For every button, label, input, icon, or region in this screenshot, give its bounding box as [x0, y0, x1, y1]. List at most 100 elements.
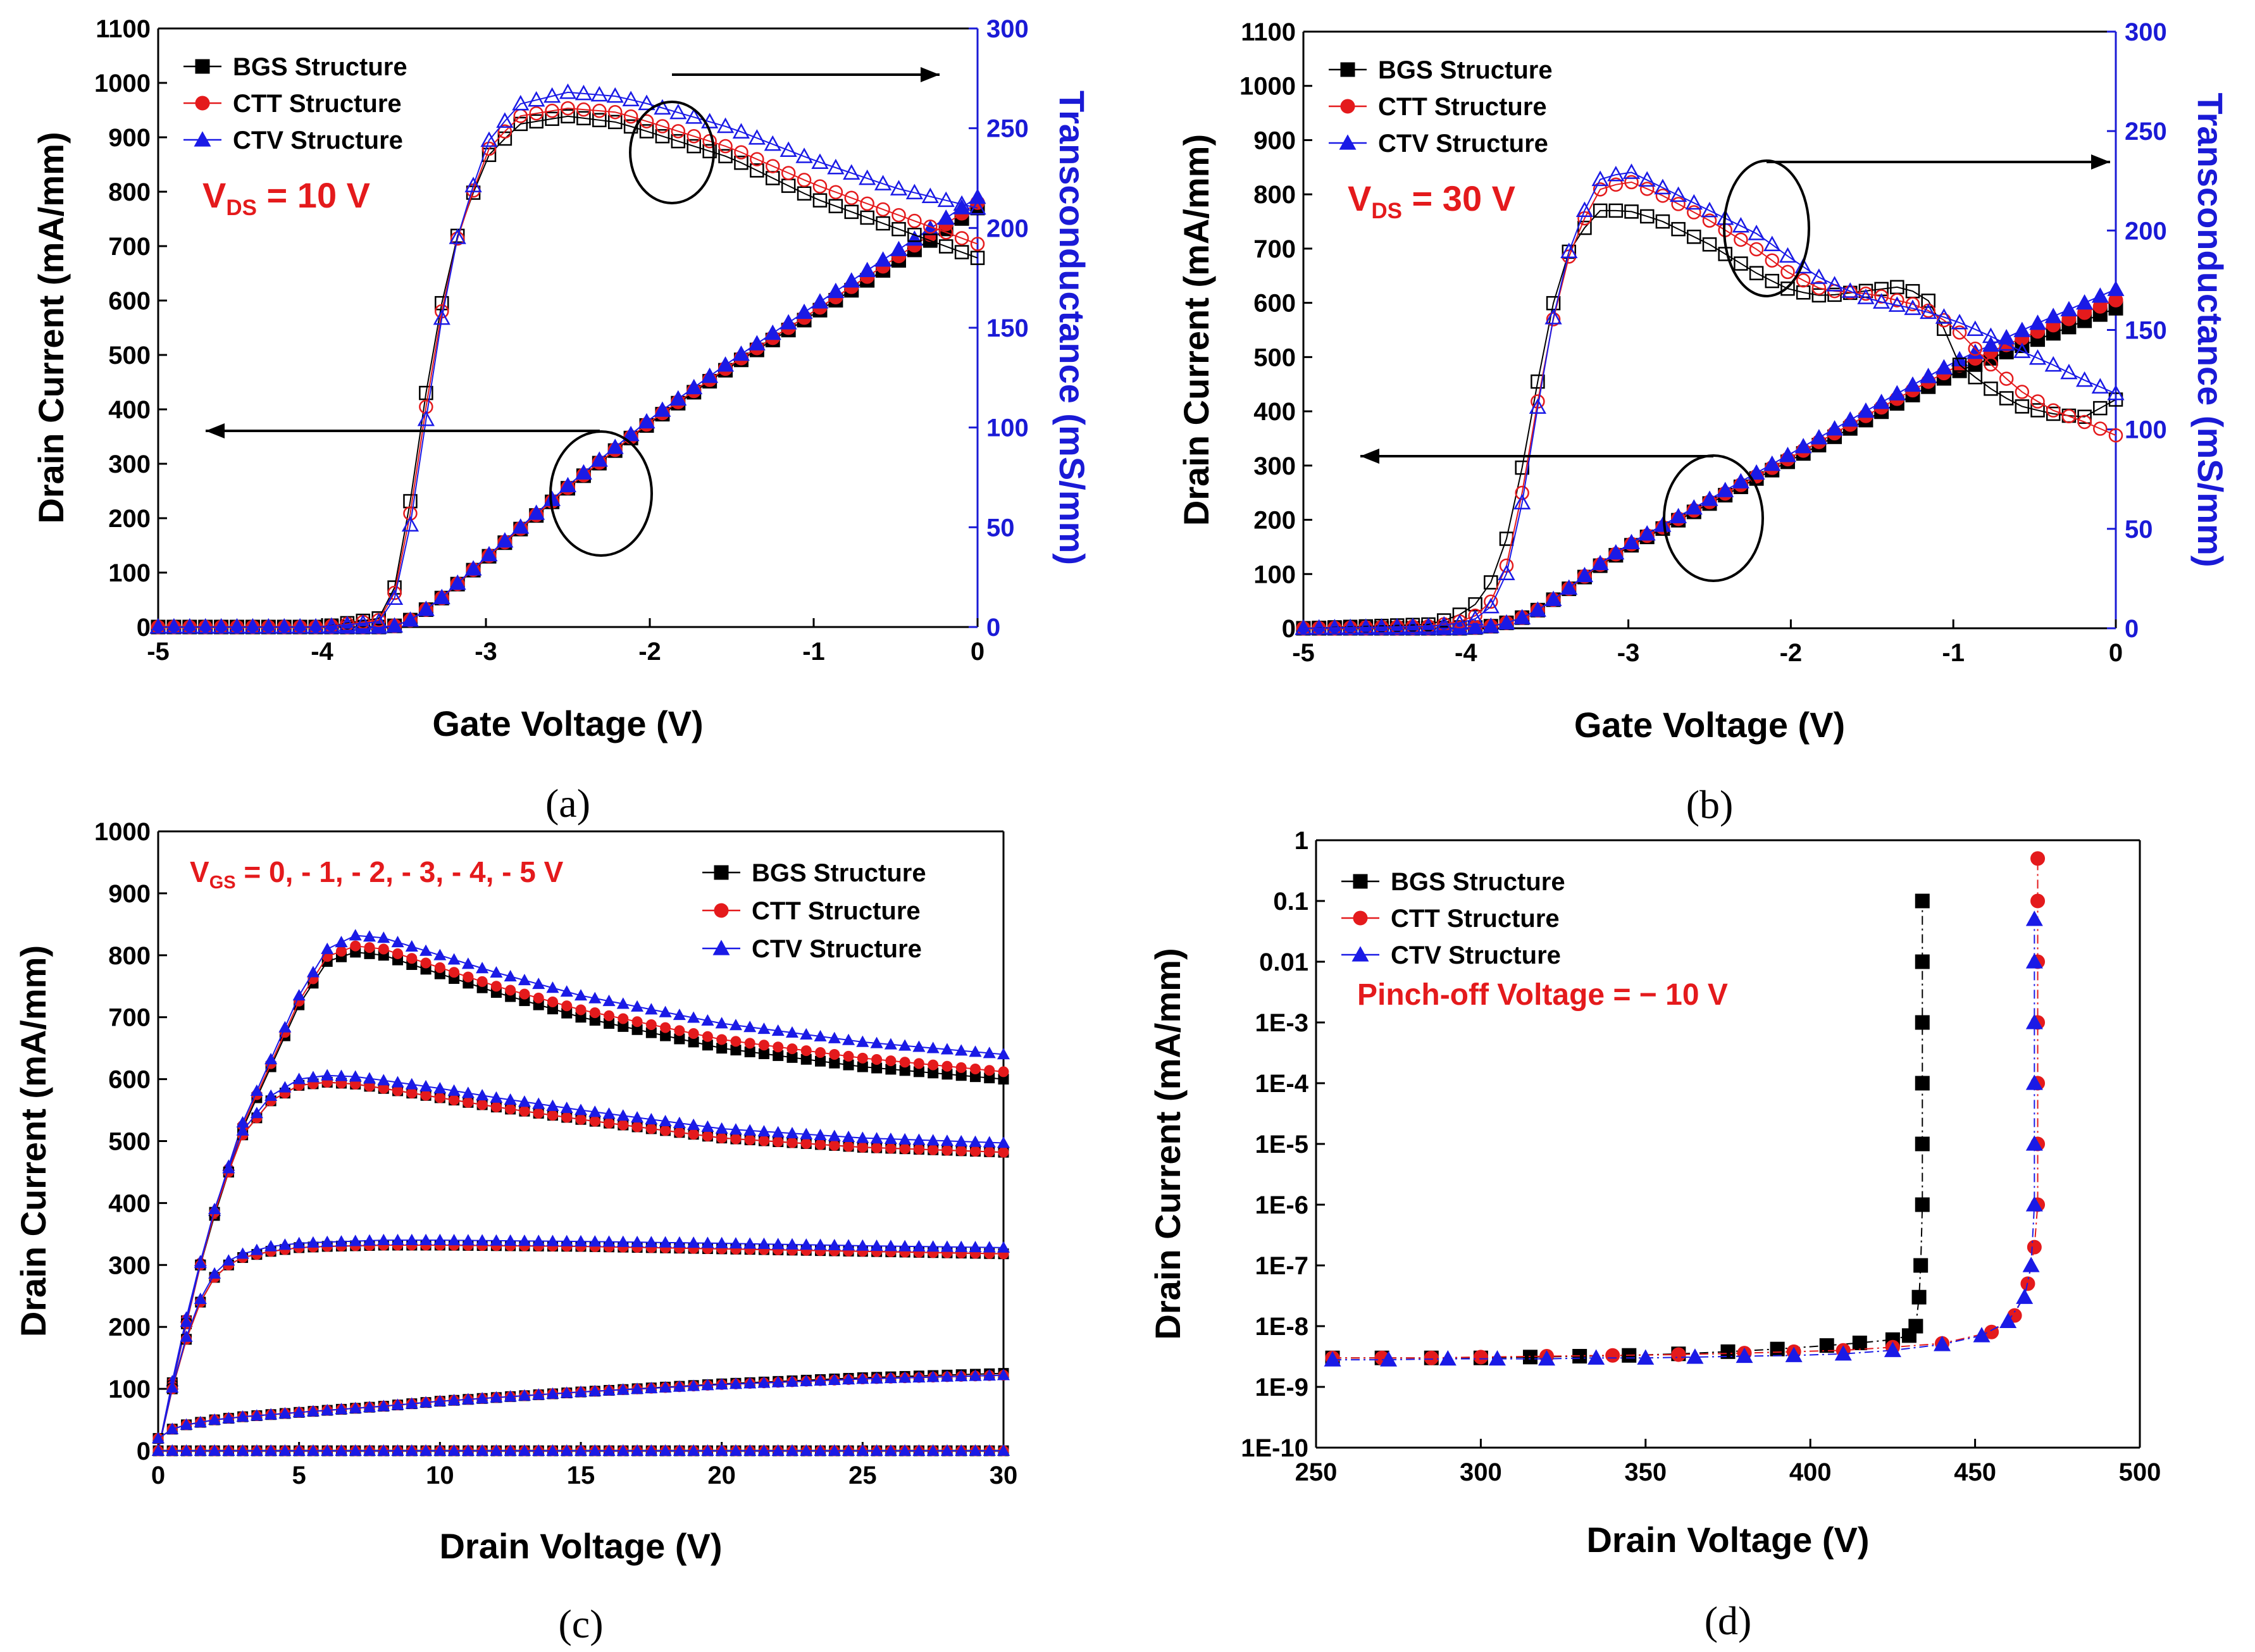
data-point-ctv	[659, 1005, 672, 1017]
data-point-ctv	[264, 1408, 278, 1420]
data-point-ctt	[871, 1053, 883, 1065]
data-point-ctv	[405, 1078, 418, 1090]
gm-data-point	[716, 117, 735, 134]
x-tick-label: -1	[802, 638, 825, 666]
gm-data-point	[2030, 394, 2045, 409]
data-point-ctt	[857, 1141, 868, 1153]
breakdown-point	[1973, 1327, 1991, 1343]
data-point-ctv	[757, 1444, 771, 1456]
gm-data-point	[1825, 276, 1844, 292]
gm-data-point	[1702, 213, 1717, 228]
data-point-ctv	[151, 1444, 165, 1456]
data-point-ctv	[518, 1234, 531, 1246]
x-tick-label: -4	[311, 638, 333, 666]
breakdown-point	[1538, 1350, 1556, 1366]
breakdown-point	[1605, 1348, 1620, 1363]
data-point-ctt	[969, 1146, 981, 1157]
data-point-ctt	[786, 1043, 798, 1055]
data-point-ctv	[912, 1040, 926, 1052]
data-point-ctv	[856, 1035, 869, 1047]
gm-data-point	[590, 85, 608, 102]
data-point-ctv	[856, 1239, 869, 1251]
id-data-point	[1513, 609, 1531, 624]
data-point-ctv	[645, 1381, 658, 1393]
breakdown-point	[1999, 1312, 2017, 1329]
id-data-point	[685, 378, 703, 395]
legend-label: BGS Structure	[1391, 868, 1565, 896]
id-data-point	[1763, 455, 1781, 471]
breakdown-point	[1473, 1350, 1488, 1365]
y-tick-label: 1E-8	[1255, 1313, 1309, 1341]
annotation-label: VDS = 10 V	[202, 175, 370, 220]
data-point-ctv	[800, 1444, 813, 1456]
data-point-ctv	[194, 1444, 207, 1456]
data-point-ctv	[969, 1444, 982, 1456]
data-point-ctv	[433, 1233, 447, 1245]
y-tick-label: 500	[108, 1128, 151, 1156]
data-point-ctv	[828, 1031, 841, 1043]
data-point-ctt	[899, 1143, 910, 1155]
data-point-ctt	[815, 1139, 826, 1150]
breakdown-point	[1934, 1336, 1951, 1351]
data-point-ctv	[940, 1134, 954, 1146]
gm-data-point	[1952, 357, 1967, 372]
data-point-ctv	[673, 1009, 686, 1021]
data-point-ctv	[616, 1109, 630, 1121]
data-point-ctv	[997, 1136, 1010, 1148]
y2-axis-title: Transconductance (mS/mm)	[2190, 93, 2230, 568]
y2-tick-label: 0	[986, 614, 1000, 642]
data-point-ctt	[984, 1065, 995, 1076]
y2-tick-label: 250	[986, 115, 1029, 143]
data-point-ctv	[631, 1111, 644, 1123]
data-point-ctt	[406, 1088, 418, 1099]
data-point-ctv	[419, 1079, 433, 1091]
left-axis-arrow-head	[1360, 449, 1379, 464]
gm-data-point	[2061, 409, 2077, 424]
data-point-ctv	[940, 1370, 954, 1382]
data-point-ctv	[560, 1386, 573, 1398]
x-tick-label: 30	[990, 1462, 1018, 1489]
gm-data-point	[165, 618, 183, 634]
data-point-ctv	[194, 1415, 207, 1427]
data-point-ctv	[800, 1127, 813, 1140]
data-point-ctt	[490, 1102, 502, 1113]
data-point-ctv	[659, 1236, 672, 1248]
data-point-ctv	[785, 1026, 799, 1038]
gm-data-point	[2077, 414, 2092, 430]
data-point-ctv	[983, 1444, 996, 1456]
data-point-ctv	[349, 1234, 362, 1246]
data-point-ctv	[842, 1130, 855, 1142]
id-data-point	[1482, 618, 1500, 633]
data-point-ctv	[264, 1053, 278, 1065]
gm-data-point	[1639, 209, 1655, 224]
breakdown-point	[2025, 1014, 2043, 1029]
legend-marker	[1340, 62, 1355, 77]
data-point-ctv	[419, 1444, 433, 1456]
data-point-ctv	[518, 1389, 531, 1401]
data-point-ctv	[461, 1234, 475, 1246]
legend-label: BGS Structure	[752, 859, 926, 887]
gm-data-point	[1748, 225, 1765, 240]
gm-data-point	[923, 233, 938, 248]
x-tick-label: -3	[1617, 639, 1640, 667]
data-point-ctv	[532, 978, 545, 990]
gm-data-point	[464, 177, 482, 192]
data-point-ctt	[463, 1096, 474, 1108]
data-point-ctv	[602, 1107, 616, 1119]
data-point-ctv	[560, 1234, 573, 1246]
data-point-ctv	[363, 1400, 376, 1413]
data-point-ctv	[673, 1380, 686, 1392]
gm-data-point	[1701, 201, 1718, 218]
y-tick-label: 0.01	[1259, 948, 1308, 976]
data-point-ctv	[461, 1086, 475, 1098]
gm-data-point	[859, 169, 876, 185]
data-point-ctt	[815, 1047, 826, 1059]
id-data-point	[1607, 543, 1625, 560]
id-data-point	[401, 611, 419, 627]
data-point-ctv	[884, 1372, 897, 1384]
y-tick-label: 500	[1253, 344, 1296, 371]
id-data-point	[969, 188, 986, 204]
legend-label: CTT Structure	[1378, 93, 1547, 121]
data-point-ctv	[757, 1125, 771, 1137]
data-point-ctt	[674, 1025, 685, 1036]
